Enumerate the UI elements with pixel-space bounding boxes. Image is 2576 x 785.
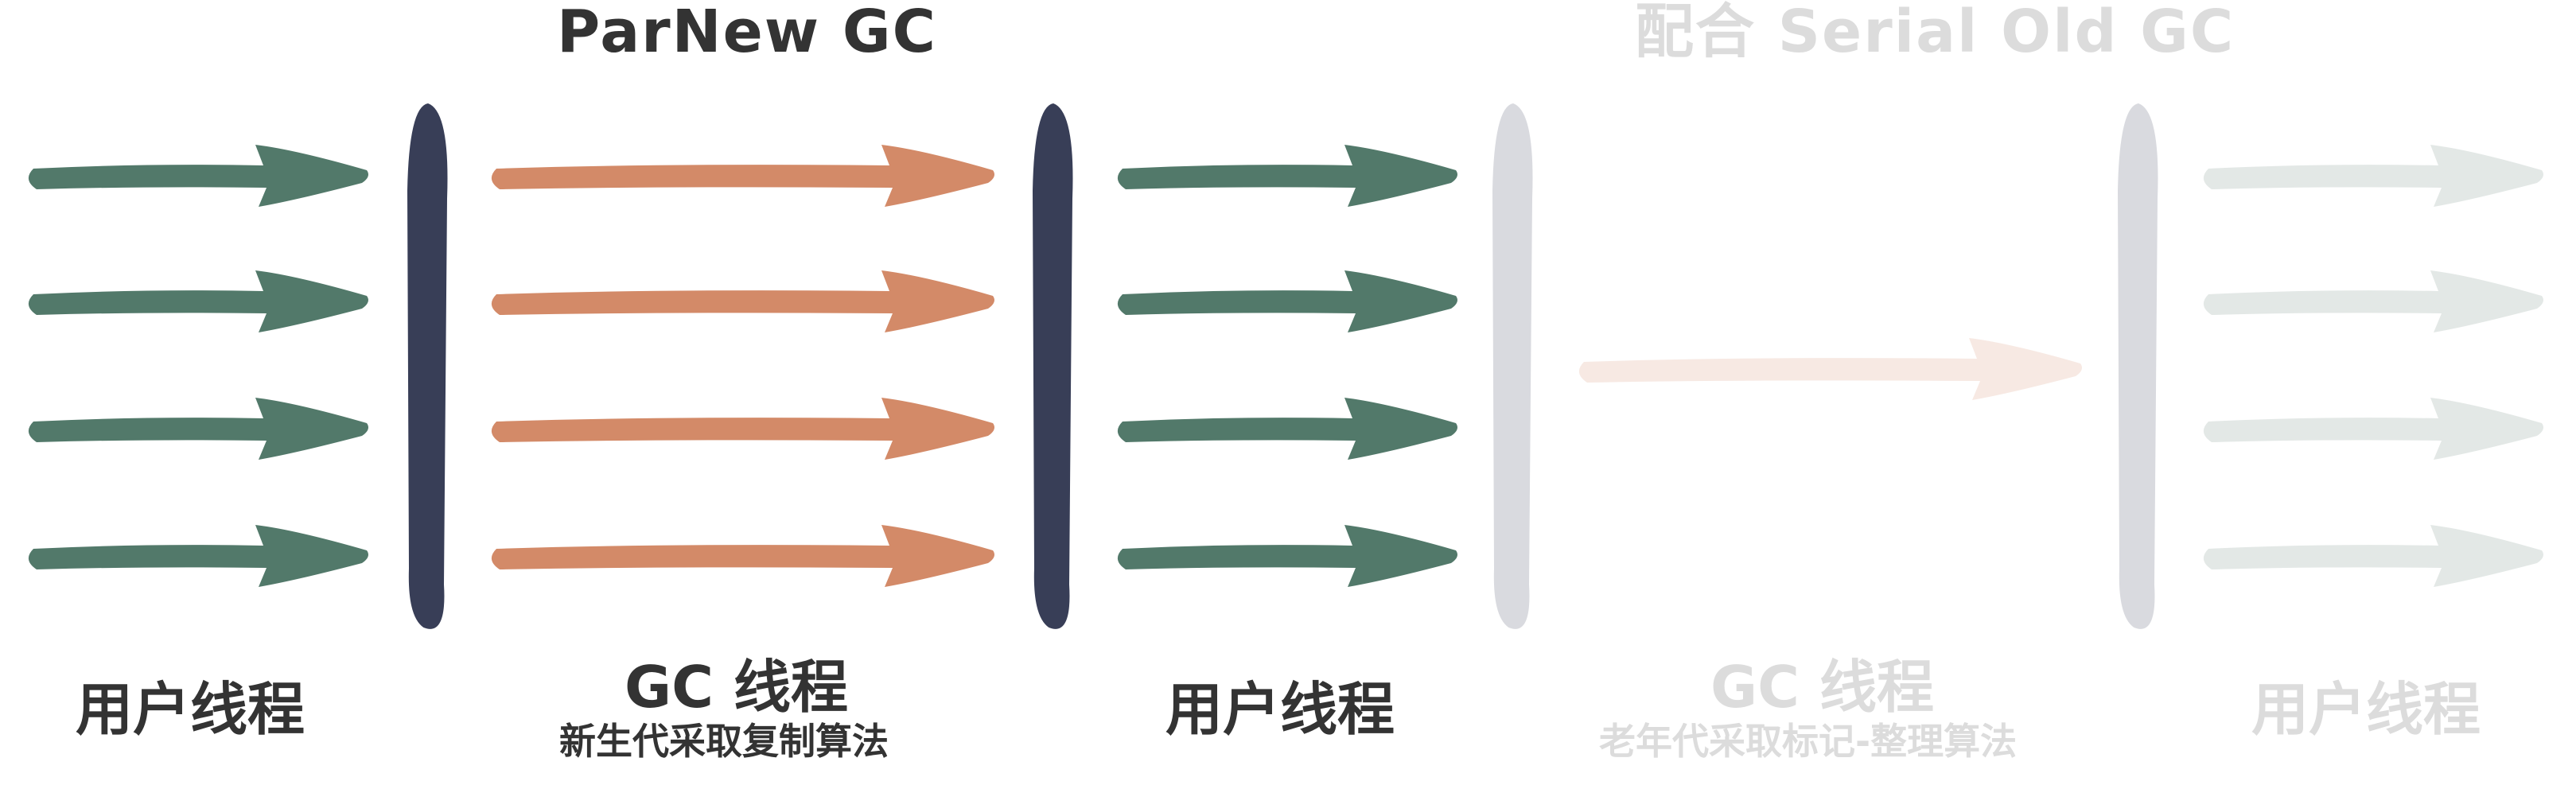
serial-old-gc-title: 配合 Serial Old GC	[1635, 0, 2236, 66]
gc-thread-arrows-young-group	[491, 145, 994, 587]
user-thread-arrows-group-1	[28, 145, 368, 587]
safepoint-bar-3	[1492, 103, 1533, 629]
parnew-gc-title: ParNew GC	[557, 0, 937, 66]
safepoint-bars-group	[407, 103, 2158, 629]
safepoint-bar-4	[2118, 103, 2158, 629]
user-thread-arrow-icon	[1117, 398, 1457, 460]
safepoint-bar-2	[1033, 103, 1073, 629]
gc-old-algorithm-label: 老年代采取标记-整理算法	[1599, 720, 2018, 763]
user-thread-arrow-icon	[2203, 398, 2543, 460]
safepoint-bar-1	[407, 103, 448, 629]
user-threads-label-1: 用户线程	[76, 676, 305, 743]
gc-thread-arrow-icon	[1578, 338, 2082, 400]
gc-young-algorithm-label: 新生代采取复制算法	[559, 720, 889, 763]
user-thread-arrow-icon	[28, 270, 368, 332]
gc-thread-arrow-icon	[491, 525, 994, 587]
user-thread-arrow-icon	[28, 398, 368, 460]
gc-threads-young-label: GC 线程	[625, 654, 849, 721]
user-thread-arrow-icon	[2203, 145, 2543, 207]
user-thread-arrow-icon	[28, 525, 368, 587]
user-thread-arrow-icon	[28, 145, 368, 207]
user-thread-arrow-icon	[1117, 145, 1457, 207]
gc-thread-arrow-icon	[491, 270, 994, 332]
user-thread-arrow-icon	[1117, 525, 1457, 587]
user-thread-arrows-group-2	[1117, 145, 1457, 587]
user-thread-arrow-icon	[1117, 270, 1457, 332]
gc-thread-arrow-icon	[491, 398, 994, 460]
gc-threads-old-label: GC 线程	[1710, 654, 1935, 721]
user-thread-arrow-icon	[2203, 270, 2543, 332]
user-thread-arrow-icon	[2203, 525, 2543, 587]
gc-thread-arrow-icon	[491, 145, 994, 207]
user-thread-arrows-group-3	[2203, 145, 2543, 587]
gc-thread-arrows-old-group	[1578, 338, 2082, 400]
user-threads-label-3: 用户线程	[2251, 676, 2481, 743]
user-threads-label-2: 用户线程	[1165, 676, 1395, 743]
